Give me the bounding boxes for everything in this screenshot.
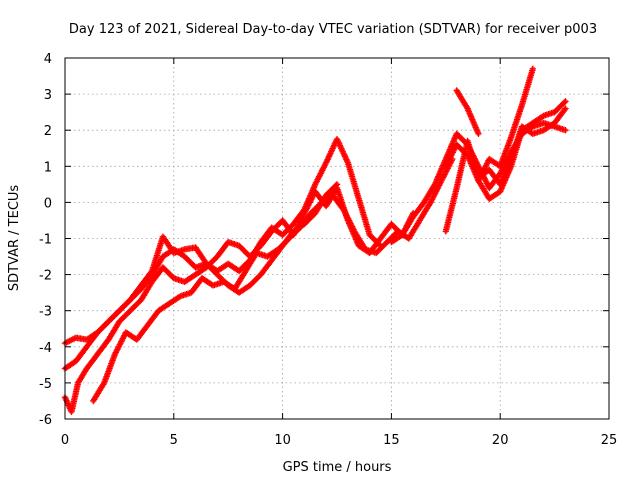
y-tick-label: 2: [44, 124, 52, 139]
chart-title: Day 123 of 2021, Sidereal Day-to-day VTE…: [69, 22, 597, 37]
series-layer: [61, 65, 569, 415]
series-markers: [442, 105, 569, 235]
series-track-9: [453, 87, 482, 138]
grid: [65, 58, 609, 419]
y-tick-label: -1: [39, 233, 52, 248]
y-tick-label: -2: [39, 269, 52, 284]
series-trace: [62, 185, 416, 415]
axis-ticks: [64, 57, 610, 420]
y-tick-label: 3: [44, 88, 52, 103]
series-markers: [453, 87, 482, 138]
y-axis-label: SDTVAR / TECUs: [7, 185, 22, 292]
series-track-8: [475, 65, 537, 184]
y-tick-label: -6: [39, 413, 52, 428]
series-trace: [62, 181, 340, 346]
x-tick-label: 5: [170, 433, 178, 448]
x-tick-labels: 0 5 10 15 20 25: [61, 433, 617, 448]
x-axis-label: GPS time / hours: [283, 460, 392, 475]
y-tick-label: 0: [44, 196, 52, 211]
y-tick-label: -4: [39, 341, 52, 356]
y-tick-label: -3: [39, 305, 52, 320]
series-track-1: [61, 181, 341, 347]
series-track-4: [90, 155, 456, 405]
x-tick-label: 25: [601, 433, 618, 448]
y-tick-label: 4: [44, 52, 52, 67]
x-tick-label: 0: [61, 433, 69, 448]
y-tick-label: -5: [39, 377, 52, 392]
y-tick-labels: -6 -5 -4 -3 -2 -1 0 1 2 3 4: [39, 52, 52, 428]
y-tick-label: 1: [44, 160, 52, 175]
x-tick-label: 10: [274, 433, 291, 448]
series-markers: [90, 155, 456, 405]
series-markers: [475, 65, 537, 184]
series-track-7: [442, 105, 569, 235]
x-tick-label: 15: [383, 433, 400, 448]
x-tick-label: 20: [492, 433, 509, 448]
